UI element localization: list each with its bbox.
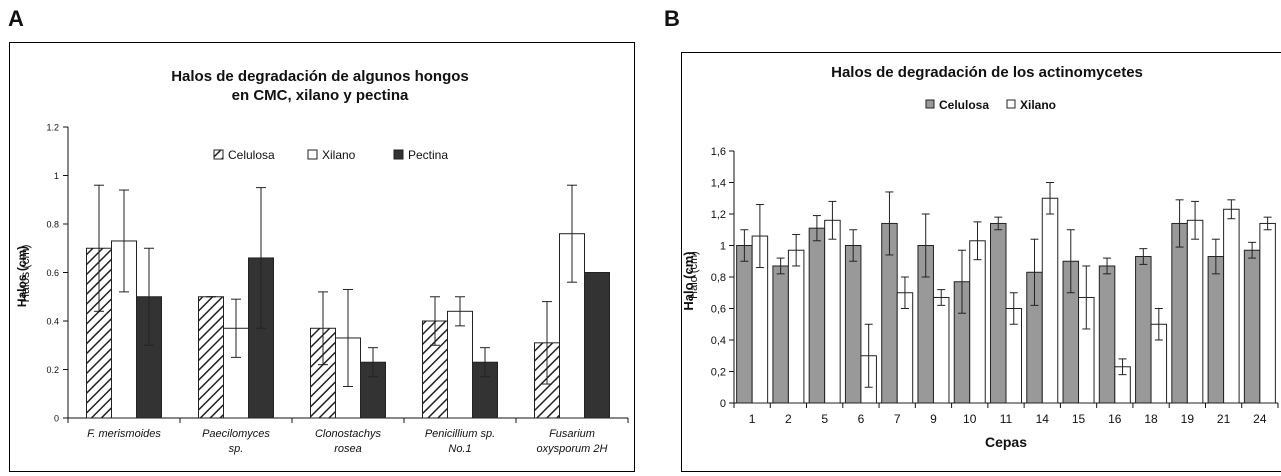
chart-b-frame: Halos de degradación de los actinomycete… [681,52,1281,472]
chart-b-bar [897,293,913,403]
chart-a-y-axis-label-overlap: Halos (cm) [18,244,32,302]
chart-b-bar [788,250,804,403]
chart-a-title: Halos de degradación de algunos hongos [171,68,469,85]
chart-b-legend-label: Xilano [1020,98,1056,112]
chart-a-legend-swatch [394,150,403,159]
chart-b-y-axis-label-overlap: Halo (cm) [688,251,700,299]
chart-b-x-tick-label: 1 [749,412,756,426]
chart-b-bar [773,266,789,403]
chart-b-legend: Celulosa Xilano [926,98,1056,112]
chart-b-bar [845,246,861,404]
chart-b-x-tick-label: 7 [894,412,901,426]
chart-a-frame: Halos de degradación de algunos hongos e… [9,42,635,472]
chart-b-bar [1244,250,1260,403]
chart-b-bar [737,246,752,404]
chart-a-x-tick-label: No.1 [448,443,471,455]
chart-b-y-tick-label: 0,8 [711,272,726,284]
chart-a-y-tick-label: 0.6 [46,268,59,278]
chart-b-x-tick-label: 6 [858,412,865,426]
chart-a-y-tick-label: 0.8 [46,220,59,230]
chart-a-bars [87,185,610,418]
chart-a-bar [199,297,224,418]
chart-b-y-tick-label: 0,4 [711,335,726,347]
chart-b-y-tick-label: 1,4 [711,178,726,190]
chart-a-x-tick-label: rosea [334,443,362,455]
chart-b-y-tick-label: 1,6 [711,146,726,158]
chart-a-legend-swatch [308,150,317,159]
chart-b-bar [933,297,949,403]
chart-a-bar [585,273,610,419]
chart-b-bar [1187,220,1203,403]
chart-b-bar [1260,223,1276,403]
chart-b-x-tick-label: 5 [821,412,828,426]
chart-a-y-tick-label: 0.2 [46,365,59,375]
chart-b-y-tick-label: 1,2 [711,209,726,221]
chart-b-y-tick-label: 0,2 [711,367,726,379]
chart-b-bar [991,223,1007,403]
chart-b-legend-swatch [1007,100,1015,108]
chart-a-x-tick-label: F. merismoides [87,428,161,440]
chart-b-x-tick-label: 21 [1217,412,1231,426]
chart-b-x-tick-label: 18 [1144,412,1158,426]
chart-b-bar [809,228,824,403]
chart-b-bar [970,241,986,403]
chart-b-x-tick-label: 10 [963,412,977,426]
chart-b-bar [1224,209,1240,403]
chart-b-y-tick-label: 1 [720,241,726,253]
chart-b-y-tick-label: 0 [720,398,726,410]
chart-b-x-axis-label: Cepas [985,434,1027,450]
chart-a-x-tick-label: Fusarium [549,428,595,440]
chart-a-y-tick-label: 1 [54,171,59,181]
chart-a-x-tick-label: Penicillium sp. [425,428,495,440]
chart-b-bar [825,220,841,403]
panel-label-b: B [664,6,680,32]
chart-a-x-tick-label: Clonostachys [315,428,382,440]
chart-b-x-tick-label: 2 [785,412,792,426]
chart-b-bar [1042,198,1058,403]
chart-a-title-line2: en CMC, xilano y pectina [232,87,409,104]
chart-b-bar [1099,266,1115,403]
chart-b-x-tick-label: 9 [930,412,937,426]
chart-b-bar [1172,223,1188,403]
chart-a-x-tick-label: Paecilomyces [202,428,270,440]
chart-a-legend-label: Xilano [322,148,356,162]
chart-a-y-tick-label: 0 [54,414,59,424]
chart-a: Halos de degradación de algunos hongos e… [10,43,634,471]
chart-b-y-tick-label: 0,6 [711,304,726,316]
chart-a-bar [448,311,473,418]
chart-b-x-tick-label: 15 [1072,412,1086,426]
chart-b-x-tick-label: 14 [1036,412,1050,426]
chart-b-bar [1136,257,1152,403]
chart-a-legend-label: Celulosa [228,148,275,162]
chart-a-legend-label: Pectina [408,148,448,162]
chart-a-y-tick-label: 1.2 [46,123,59,133]
chart-b-x-tick-label: 11 [1000,412,1013,426]
chart-a-legend: Celulosa Xilano Pectina [214,148,448,162]
chart-b-bars [737,183,1276,404]
chart-b: Halos de degradación de los actinomycete… [682,53,1281,471]
chart-b-x-tick-label: 16 [1108,412,1122,426]
chart-b-legend-swatch [926,100,934,108]
chart-b-title: Halos de degradación de los actinomycete… [831,64,1143,81]
panel-label-a: A [8,6,24,32]
chart-b-legend-label: Celulosa [939,98,989,112]
chart-a-legend-swatch [214,150,223,159]
chart-b-bar [1208,257,1224,403]
chart-a-x-tick-label: sp. [229,443,244,455]
chart-b-x-tick-label: 19 [1181,412,1195,426]
chart-b-x-tick-label: 24 [1253,412,1267,426]
chart-a-x-tick-label: oxysporum 2H [537,443,608,455]
chart-a-y-tick-label: 0.4 [46,317,59,327]
